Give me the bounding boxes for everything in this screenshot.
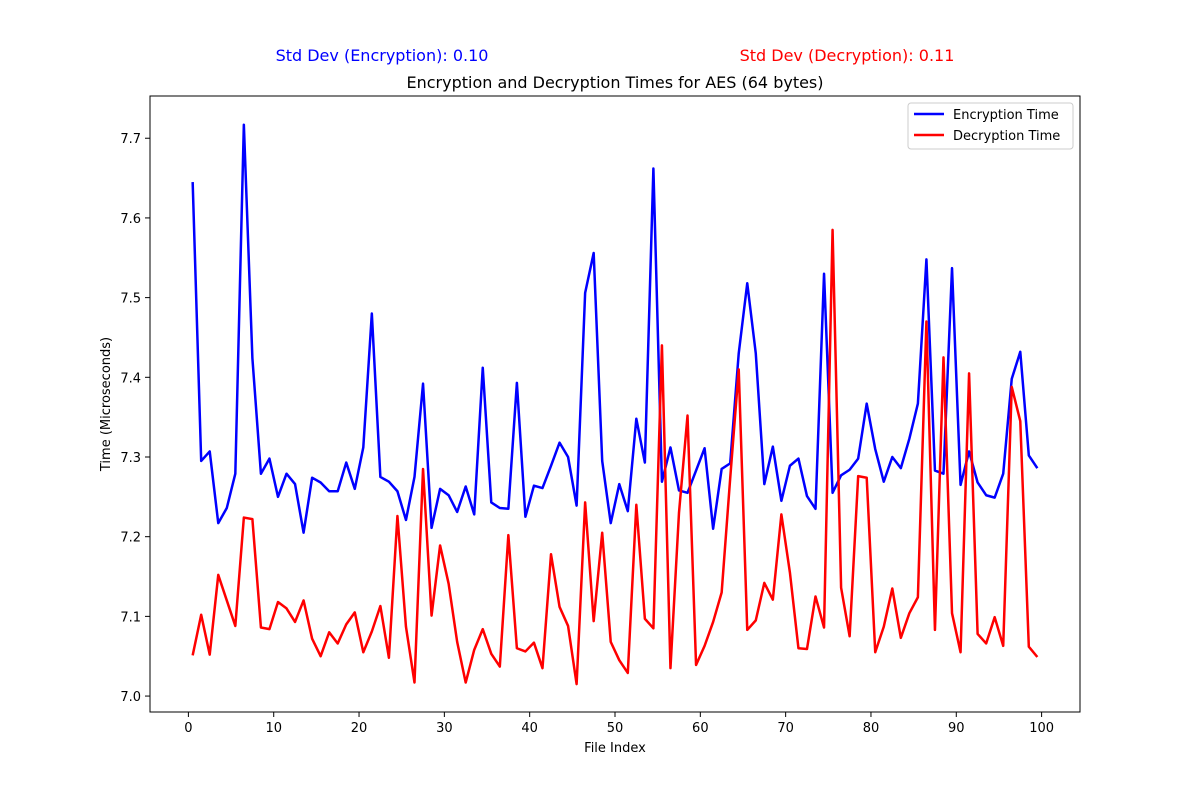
legend: Encryption Time Decryption Time	[907, 102, 1074, 150]
x-tick-label: 90	[948, 721, 965, 736]
std-dev-encryption-annotation: Std Dev (Encryption): 0.10	[276, 46, 489, 65]
plot-content	[191, 123, 1039, 686]
legend-box	[907, 102, 1074, 150]
x-tick-label: 70	[777, 721, 794, 736]
legend-label-encryption: Encryption Time	[953, 108, 1059, 123]
y-axis-label: Time (Microseconds)	[99, 337, 114, 472]
y-axis-ticks: 7.0 7.1 7.2 7.3 7.4 7.5 7.6 7.7	[120, 132, 150, 705]
plot-frame	[149, 95, 1081, 713]
series-line-encryption	[191, 123, 1039, 534]
y-tick-label: 7.3	[120, 451, 141, 466]
x-tick-label: 10	[265, 721, 282, 736]
x-axis-ticks: 0 10 20 30 40 50 60 70 80 90 100	[184, 712, 1054, 736]
y-tick-label: 7.1	[120, 610, 141, 625]
legend-label-decryption: Decryption Time	[953, 129, 1060, 144]
x-tick-label: 0	[184, 721, 192, 736]
x-tick-label: 40	[521, 721, 538, 736]
y-tick-label: 7.2	[120, 531, 141, 546]
y-tick-label: 7.6	[120, 212, 141, 227]
x-tick-label: 80	[863, 721, 880, 736]
x-tick-label: 20	[351, 721, 368, 736]
x-axis-label: File Index	[584, 741, 646, 756]
x-tick-label: 50	[607, 721, 624, 736]
chart-title: Encryption and Decryption Times for AES …	[406, 73, 823, 92]
y-tick-label: 7.4	[120, 371, 141, 386]
y-tick-label: 7.5	[120, 292, 141, 307]
x-tick-label: 30	[436, 721, 453, 736]
x-tick-label: 100	[1029, 721, 1054, 736]
std-dev-decryption-annotation: Std Dev (Decryption): 0.11	[740, 46, 955, 65]
x-tick-label: 60	[692, 721, 709, 736]
y-tick-label: 7.0	[120, 690, 141, 705]
y-tick-label: 7.7	[120, 132, 141, 147]
series-line-decryption	[191, 228, 1039, 686]
